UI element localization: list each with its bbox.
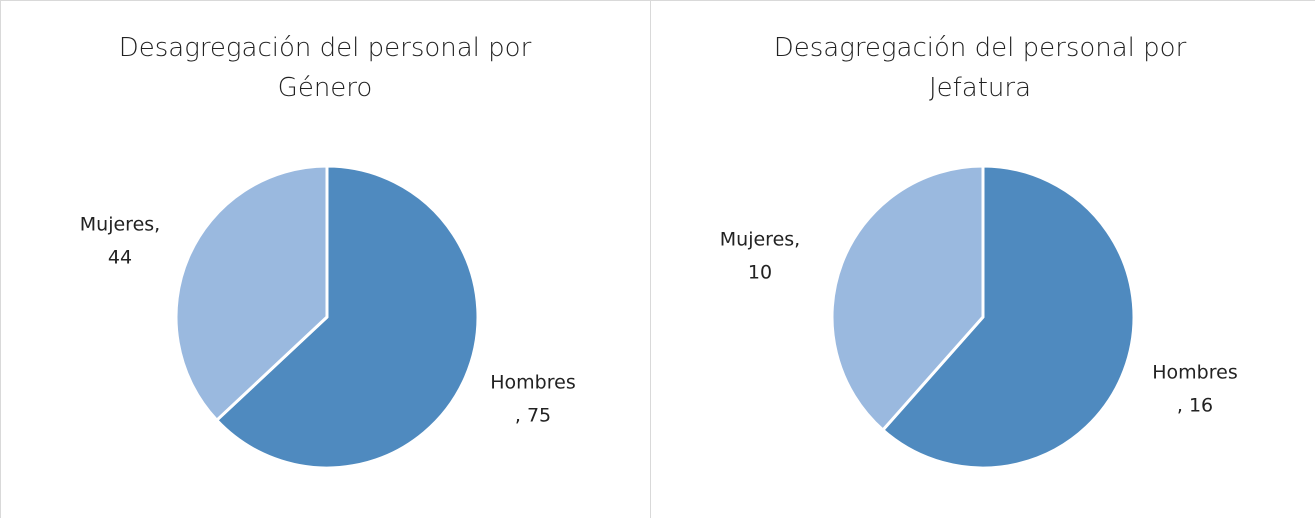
pie-slice (881, 164, 1136, 470)
title-line: Desagregación del personal por (119, 33, 532, 63)
data-label: Mujeres, (720, 229, 800, 251)
data-label: Hombres (490, 372, 575, 394)
title-line: Desagregación del personal por (774, 33, 1187, 63)
title-line: Género (278, 73, 373, 103)
data-label: 10 (748, 262, 772, 284)
data-label: Mujeres, (80, 214, 160, 236)
data-label: , 75 (515, 405, 551, 427)
chart-title: Desagregación del personal por Género (119, 33, 532, 103)
pie-slice (174, 164, 329, 422)
chart-title: Desagregación del personal por Jefatura (774, 33, 1187, 103)
pie-slice (830, 164, 985, 432)
data-label: Hombres (1152, 362, 1237, 384)
title-line: Jefatura (929, 73, 1031, 103)
pie-slice (215, 164, 480, 470)
data-label: , 16 (1177, 395, 1213, 417)
data-label: 44 (108, 247, 132, 269)
